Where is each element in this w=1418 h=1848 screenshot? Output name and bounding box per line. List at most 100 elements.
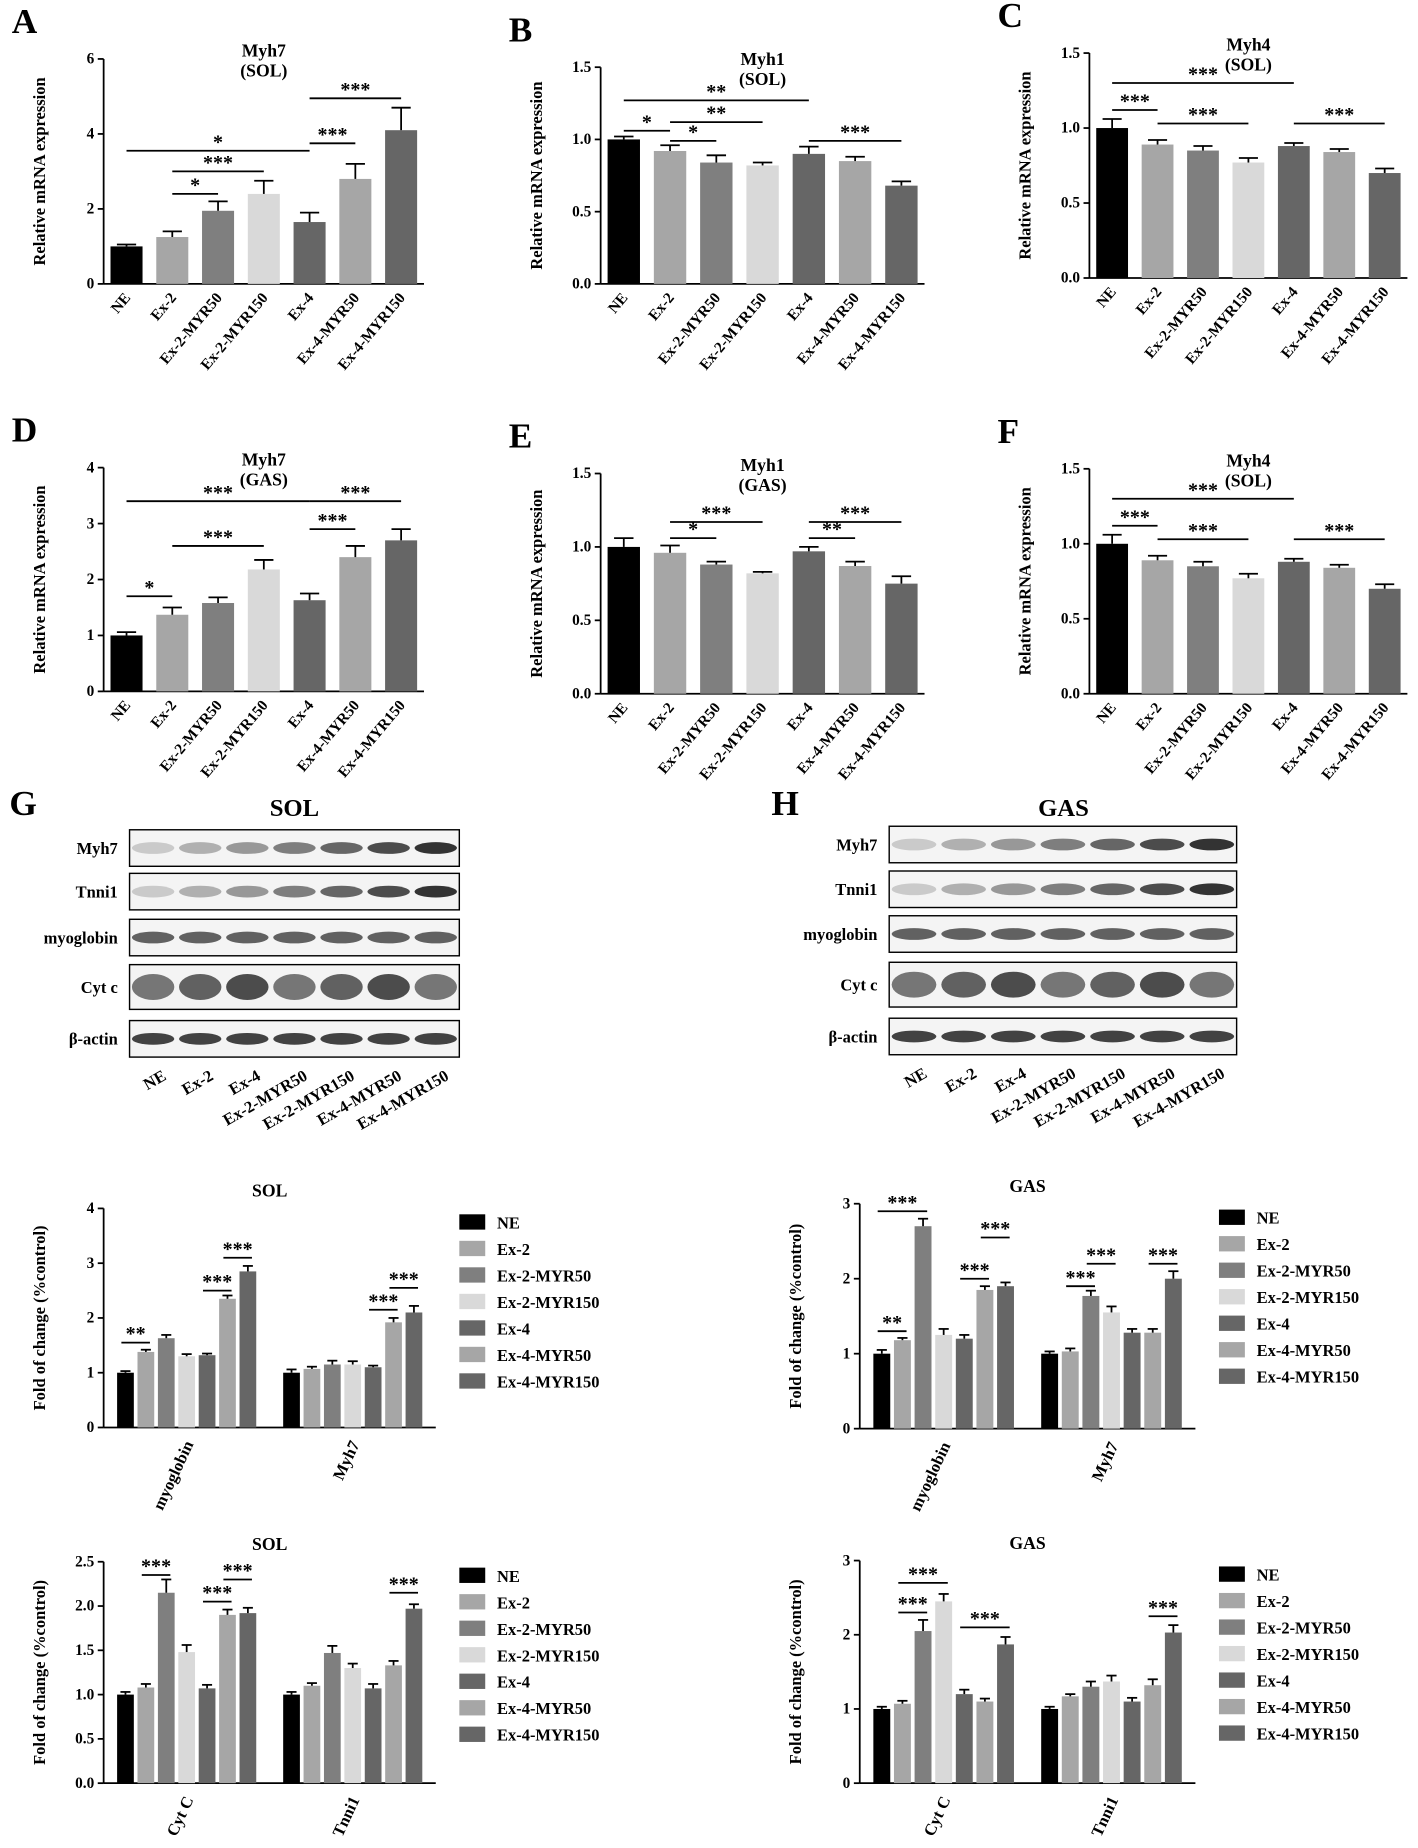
blot-band (1090, 971, 1135, 998)
blot-band (131, 842, 175, 854)
error-bar (391, 528, 411, 541)
legend-label: Ex-2 (497, 1593, 530, 1612)
significance-label: * (190, 175, 200, 197)
significance-label: *** (898, 1593, 928, 1615)
legend-swatch (1218, 1672, 1245, 1688)
y-tick-label: 4 (87, 1200, 95, 1217)
x-tick-label: Ex-4 (1269, 699, 1302, 734)
error-bar (208, 200, 228, 211)
significance-label: *** (1120, 91, 1150, 113)
blot-band (226, 974, 269, 1000)
significance-label: *** (887, 1192, 917, 1214)
legend-swatch (1218, 1619, 1245, 1635)
bar (838, 566, 872, 694)
significance-label: *** (141, 1556, 171, 1578)
y-tick-label: 0.5 (572, 612, 591, 629)
bar (110, 635, 143, 692)
x-tick-label: NE (108, 697, 135, 724)
blot-band (941, 971, 986, 998)
bar (117, 1372, 134, 1428)
y-tick-label: 1.5 (572, 465, 591, 482)
bar (156, 614, 189, 692)
blot-row-label: Cyt c (840, 976, 877, 995)
x-tick-label: Myh7 (1088, 1439, 1123, 1484)
error-bar (208, 596, 228, 604)
legend-swatch (1218, 1236, 1245, 1252)
y-tick-label: 1 (843, 1345, 851, 1362)
y-tick-label: 0 (843, 1420, 851, 1437)
blot-band (941, 1030, 986, 1043)
error-bar (891, 180, 912, 186)
bar (339, 557, 372, 692)
y-tick-label: 4 (87, 126, 95, 143)
bar (1164, 1632, 1182, 1784)
bar (303, 1368, 321, 1428)
y-tick-label: 2 (87, 1310, 95, 1327)
error-bar (845, 155, 865, 162)
blot-band (941, 838, 986, 851)
bar (385, 1322, 402, 1428)
x-tick-label: NE (108, 290, 135, 317)
blot-band (367, 885, 410, 898)
error-bar (1127, 1328, 1138, 1333)
error-bar (1085, 1680, 1096, 1687)
blot-band (1090, 883, 1135, 896)
blot-band (990, 838, 1036, 851)
error-bar (391, 106, 411, 131)
error-bar (614, 135, 634, 140)
legend-label: Ex-2 (497, 1240, 530, 1259)
blot-band (1139, 883, 1185, 896)
blot-band (273, 931, 316, 944)
y-tick-label: 0.0 (572, 276, 591, 293)
bar (1061, 1696, 1079, 1784)
blot-band (990, 928, 1036, 940)
y-tick-label: 1 (87, 1364, 95, 1381)
y-tick-label: 1.0 (572, 539, 591, 556)
legend-swatch (459, 1726, 486, 1742)
error-bar (1238, 157, 1258, 163)
error-bar (1044, 1705, 1055, 1709)
bar (344, 1668, 362, 1784)
y-axis-label: Relative mRNA expression (1016, 71, 1035, 259)
bar (935, 1601, 953, 1784)
y-axis-label: Relative mRNA expression (30, 77, 49, 265)
legend-swatch (459, 1620, 486, 1636)
bar (997, 1644, 1014, 1784)
x-tick-label: myoglobin (149, 1438, 198, 1513)
blot-band (131, 974, 175, 1000)
bar (110, 246, 143, 284)
y-tick-label: 2 (87, 571, 95, 588)
bar (1164, 1278, 1182, 1429)
y-tick-label: 3 (87, 1255, 95, 1272)
blot-band (1139, 838, 1185, 851)
error-bar (979, 1697, 990, 1702)
y-tick-label: 0 (87, 1419, 95, 1436)
blot-band (273, 1032, 316, 1045)
blot-band (414, 931, 457, 944)
error-bar (368, 1364, 379, 1368)
bar (1061, 1351, 1079, 1429)
blot-band (414, 974, 457, 1000)
legend-label: NE (1257, 1209, 1280, 1228)
error-bar (614, 537, 634, 547)
bar (178, 1356, 196, 1428)
legend-label: Ex-4 (497, 1673, 530, 1692)
x-tick-label: Ex-2 (645, 700, 678, 734)
bar (157, 1592, 175, 1784)
error-bar (799, 145, 819, 154)
error-bar (202, 1683, 213, 1689)
error-bar (286, 1368, 297, 1373)
x-tick-label: Ex-2 (147, 290, 180, 324)
bar (323, 1652, 341, 1784)
legend-swatch (1218, 1368, 1245, 1384)
bar (700, 564, 733, 694)
error-bar (917, 1619, 929, 1632)
bar (1144, 1685, 1162, 1784)
significance-label: *** (1188, 479, 1218, 501)
blot-band (1189, 838, 1235, 851)
blot-band (1090, 928, 1135, 940)
bar (653, 150, 687, 284)
bar (607, 546, 640, 694)
error-bar (222, 1608, 233, 1615)
legend-swatch (459, 1594, 486, 1610)
